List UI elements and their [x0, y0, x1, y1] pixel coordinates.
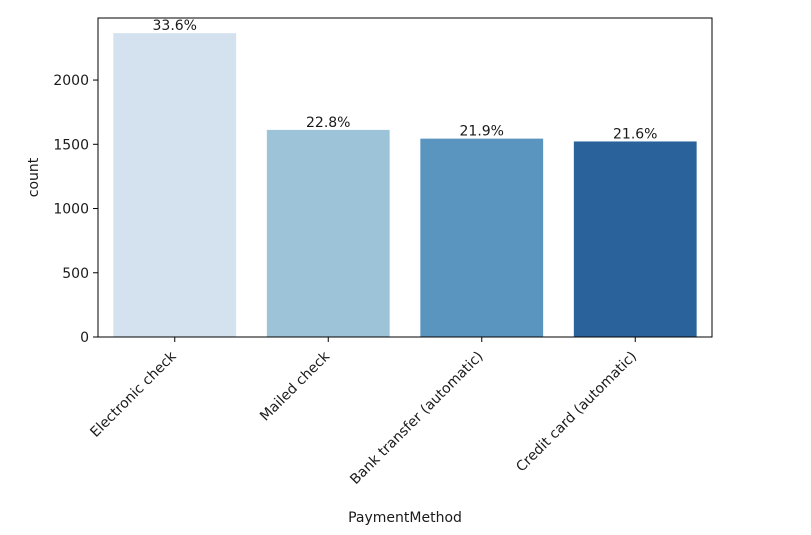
- data-label: 21.9%: [460, 124, 504, 140]
- x-tick-label: Credit card (automatic): [513, 349, 640, 476]
- bar: [266, 129, 390, 337]
- data-label: 33.6%: [153, 18, 197, 34]
- plot-frame: [97, 17, 713, 338]
- y-axis: 0 500 1000 1500 2000: [53, 73, 98, 346]
- bars-group: [113, 33, 697, 338]
- x-tick-label: Bank transfer (automatic): [347, 349, 486, 488]
- x-axis: Electronic check Mailed check Bank transfe…: [87, 337, 640, 488]
- bar: [113, 33, 237, 338]
- y-tick-label: 1000: [53, 202, 89, 218]
- y-tick-label: 1500: [53, 137, 89, 153]
- y-tick-label: 0: [80, 330, 89, 346]
- x-axis-label: PaymentMethod: [348, 510, 462, 526]
- bar: [420, 138, 544, 337]
- x-tick-label: Mailed check: [257, 348, 334, 425]
- data-label: 22.8%: [306, 115, 350, 131]
- y-tick-label: 2000: [53, 73, 89, 89]
- data-labels-group: 33.6% 22.8% 21.9% 21.6%: [153, 18, 658, 142]
- x-tick-label: Electronic check: [87, 348, 180, 441]
- bar: [573, 141, 697, 337]
- y-tick-label: 500: [62, 266, 89, 282]
- data-label: 21.6%: [613, 126, 657, 142]
- y-axis-label: count: [26, 157, 42, 197]
